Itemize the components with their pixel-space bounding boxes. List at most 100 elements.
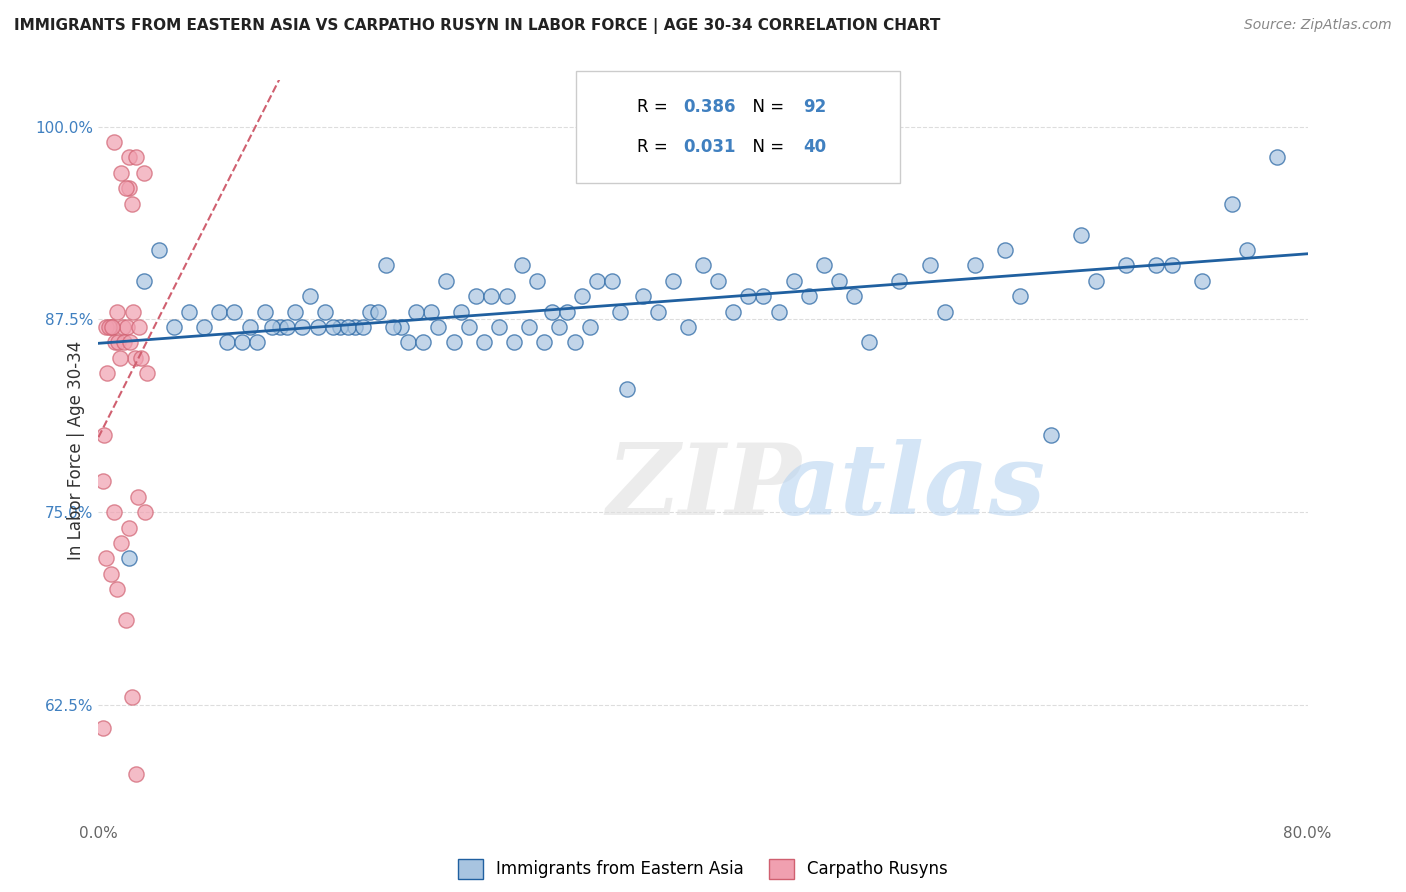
Point <box>127 490 149 504</box>
Point <box>111 320 134 334</box>
Text: N =: N = <box>742 98 790 116</box>
Point <box>107 335 129 350</box>
Point <box>1115 258 1137 272</box>
Point <box>443 335 465 350</box>
Point <box>253 304 276 318</box>
Point <box>707 274 730 288</box>
Point <box>108 351 131 365</box>
Point <box>1160 258 1182 272</box>
Text: atlas: atlas <box>776 439 1046 536</box>
Point <box>134 505 156 519</box>
Point <box>434 274 457 288</box>
Point <box>135 367 157 381</box>
Point <box>231 335 253 350</box>
Point <box>100 566 122 581</box>
Point <box>465 289 488 303</box>
Point <box>224 304 246 318</box>
Point <box>352 320 374 334</box>
Point <box>307 320 329 334</box>
Point <box>533 335 555 350</box>
Point <box>526 274 548 288</box>
Point <box>564 335 586 350</box>
Point <box>797 289 820 303</box>
Point <box>121 196 143 211</box>
Point <box>239 320 262 334</box>
Point <box>405 304 427 318</box>
Text: N =: N = <box>742 138 790 156</box>
Point <box>450 304 472 318</box>
Point <box>93 428 115 442</box>
Point <box>918 258 941 272</box>
Point <box>132 166 155 180</box>
Point <box>122 304 145 318</box>
Text: 40: 40 <box>803 138 825 156</box>
Point <box>367 304 389 318</box>
Text: R =: R = <box>637 138 673 156</box>
Text: 0.031: 0.031 <box>683 138 735 156</box>
Point <box>517 320 540 334</box>
Point <box>128 320 150 334</box>
Point <box>336 320 359 334</box>
Point <box>1267 150 1289 164</box>
Point <box>114 181 136 195</box>
Text: 0.386: 0.386 <box>683 98 735 116</box>
Point <box>994 243 1017 257</box>
Point <box>148 243 170 257</box>
Point <box>548 320 571 334</box>
Point <box>676 320 699 334</box>
Text: R =: R = <box>637 98 673 116</box>
Point <box>412 335 434 350</box>
Point <box>120 335 142 350</box>
Point <box>118 150 141 164</box>
Point <box>360 304 382 318</box>
Point <box>427 320 450 334</box>
Point <box>783 274 806 288</box>
Legend: Immigrants from Eastern Asia, Carpatho Rusyns: Immigrants from Eastern Asia, Carpatho R… <box>458 859 948 879</box>
Point <box>1191 274 1213 288</box>
Point <box>193 320 215 334</box>
Point <box>299 289 322 303</box>
Point <box>269 320 291 334</box>
Point <box>105 304 128 318</box>
Point <box>129 351 152 365</box>
Point <box>813 258 835 272</box>
Point <box>322 320 344 334</box>
Point <box>100 320 122 334</box>
Point <box>101 320 124 334</box>
Point <box>179 304 201 318</box>
Point <box>112 335 135 350</box>
Text: ZIP: ZIP <box>606 439 801 536</box>
Point <box>124 351 146 365</box>
Point <box>103 135 125 149</box>
Point <box>115 320 138 334</box>
Point <box>631 289 654 303</box>
Point <box>1010 289 1032 303</box>
Point <box>104 335 127 350</box>
Point <box>578 320 600 334</box>
Text: 92: 92 <box>803 98 827 116</box>
Point <box>737 289 759 303</box>
Point <box>965 258 987 272</box>
Point <box>118 551 141 566</box>
Point <box>1236 243 1258 257</box>
Point <box>110 166 132 180</box>
Point <box>661 274 683 288</box>
Point <box>382 320 405 334</box>
Point <box>647 304 669 318</box>
Point <box>844 289 866 303</box>
Point <box>1220 196 1243 211</box>
Point <box>374 258 396 272</box>
Point <box>246 335 269 350</box>
Point <box>555 304 578 318</box>
Point <box>98 320 121 334</box>
Point <box>118 520 141 534</box>
Point <box>396 335 419 350</box>
Point <box>262 320 284 334</box>
Point <box>1085 274 1108 288</box>
Point <box>103 505 125 519</box>
Point <box>91 475 114 489</box>
Y-axis label: In Labor Force | Age 30-34: In Labor Force | Age 30-34 <box>66 341 84 560</box>
Point <box>828 274 851 288</box>
Point <box>488 320 510 334</box>
Point <box>276 320 298 334</box>
